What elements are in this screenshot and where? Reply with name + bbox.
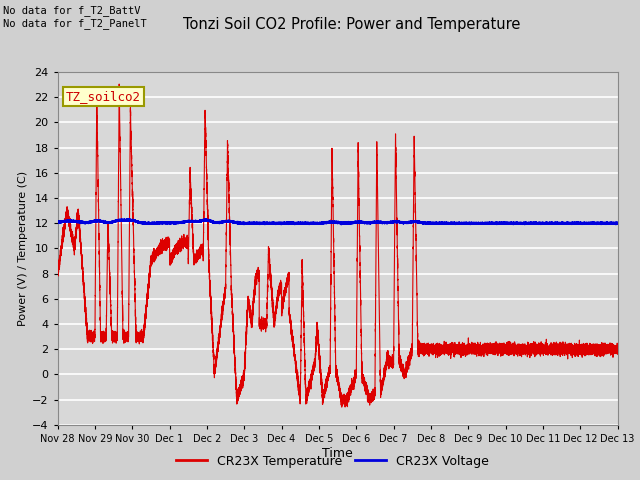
Y-axis label: Power (V) / Temperature (C): Power (V) / Temperature (C) bbox=[18, 171, 28, 326]
Text: No data for f_T2_BattV: No data for f_T2_BattV bbox=[3, 5, 141, 16]
Text: TZ_soilco2: TZ_soilco2 bbox=[66, 90, 141, 103]
X-axis label: Time: Time bbox=[322, 446, 353, 460]
Text: Tonzi Soil CO2 Profile: Power and Temperature: Tonzi Soil CO2 Profile: Power and Temper… bbox=[183, 17, 521, 32]
Legend: CR23X Temperature, CR23X Voltage: CR23X Temperature, CR23X Voltage bbox=[172, 450, 494, 473]
Text: No data for f_T2_PanelT: No data for f_T2_PanelT bbox=[3, 18, 147, 29]
